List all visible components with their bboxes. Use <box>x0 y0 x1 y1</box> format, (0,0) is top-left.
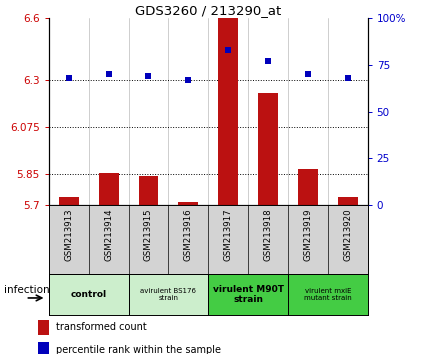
Bar <box>178 202 198 205</box>
Text: GSM213915: GSM213915 <box>144 209 153 261</box>
Bar <box>208 274 288 315</box>
Bar <box>298 169 318 205</box>
Bar <box>258 93 278 205</box>
Bar <box>288 274 368 315</box>
Point <box>344 75 351 81</box>
Text: control: control <box>71 290 107 299</box>
Text: GSM213914: GSM213914 <box>104 209 113 261</box>
Bar <box>338 197 358 205</box>
Point <box>185 77 192 82</box>
Bar <box>99 173 119 205</box>
Text: GSM213917: GSM213917 <box>224 209 232 261</box>
Point <box>145 73 152 79</box>
Text: GSM213916: GSM213916 <box>184 209 193 261</box>
Text: virulent mxiE
mutant strain: virulent mxiE mutant strain <box>304 288 351 301</box>
Text: GSM213919: GSM213919 <box>303 209 312 261</box>
Text: virulent M90T
strain: virulent M90T strain <box>212 285 283 304</box>
Point <box>304 71 311 77</box>
Point <box>65 75 72 81</box>
Text: avirulent BS176
strain: avirulent BS176 strain <box>140 288 196 301</box>
Text: GSM213913: GSM213913 <box>64 209 73 261</box>
Text: GSM213918: GSM213918 <box>264 209 272 261</box>
Text: percentile rank within the sample: percentile rank within the sample <box>57 344 221 354</box>
Point <box>225 47 232 52</box>
Point <box>265 58 272 64</box>
Point <box>105 71 112 77</box>
Title: GDS3260 / 213290_at: GDS3260 / 213290_at <box>135 4 281 17</box>
Bar <box>59 197 79 205</box>
Bar <box>218 18 238 205</box>
Bar <box>38 320 49 336</box>
Bar <box>128 274 208 315</box>
Bar <box>139 176 159 205</box>
Text: infection: infection <box>4 285 50 295</box>
Text: transformed count: transformed count <box>57 322 147 332</box>
Text: GSM213920: GSM213920 <box>343 209 352 261</box>
Bar <box>38 342 49 354</box>
Bar <box>49 274 128 315</box>
